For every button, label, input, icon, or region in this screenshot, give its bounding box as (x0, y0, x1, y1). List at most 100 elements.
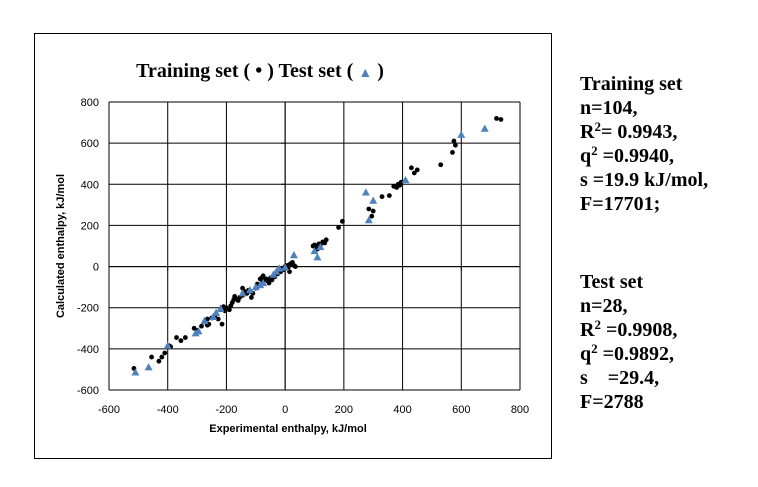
test-point (457, 130, 466, 138)
training-point (159, 354, 165, 360)
training-q2-exponent: 2 (591, 143, 598, 158)
test-point (316, 242, 325, 251)
test-point (313, 253, 322, 261)
test-point (216, 304, 225, 312)
y-tick-label: 200 (81, 220, 99, 232)
x-tick-label: 0 (282, 404, 288, 416)
y-tick-label: 0 (93, 262, 99, 274)
training-point (438, 162, 444, 168)
y-tick-label: -400 (77, 344, 99, 356)
training-point (339, 218, 345, 224)
training-point (182, 335, 188, 340)
training-point (386, 193, 392, 199)
y-tick-label: -200 (77, 303, 99, 315)
test-point (364, 216, 373, 224)
test-point (251, 282, 260, 291)
test-point (163, 341, 172, 349)
training-q2: q2 =0.9940, (580, 144, 708, 168)
training-point (411, 170, 417, 176)
test-point (361, 188, 370, 196)
x-tick-label: 600 (452, 404, 470, 416)
chart-title: Training set ( • ) Test set ( ▲ ) (35, 60, 485, 83)
training-point (259, 275, 265, 281)
test-point (259, 278, 268, 287)
x-tick-label: -600 (98, 404, 120, 416)
training-q2-symbol: q (580, 145, 592, 167)
test-point (289, 251, 298, 259)
test-point (212, 308, 221, 316)
training-set-points (131, 116, 504, 371)
chart-title-part-3: ) (372, 60, 384, 82)
training-point (370, 208, 376, 214)
training-n: n=104, (580, 97, 638, 119)
training-dot-glyph: • (255, 60, 263, 82)
test-q2-symbol: q (580, 343, 592, 365)
training-point (336, 225, 341, 230)
test-r2-value: =0.9908, (600, 319, 678, 341)
training-point (149, 354, 154, 360)
test-heading: Test set (580, 271, 644, 293)
test-point (194, 327, 203, 335)
training-q2-value: =0.9940, (597, 145, 675, 167)
test-point (131, 368, 140, 376)
training-point (369, 213, 375, 219)
training-point (156, 358, 162, 364)
training-point (293, 264, 298, 269)
training-point (498, 117, 504, 122)
y-tick-label: -600 (77, 385, 99, 397)
training-point (408, 165, 414, 171)
test-q2-exponent: 2 (591, 341, 598, 356)
test-n: n=28, (580, 295, 628, 317)
test-point (401, 175, 410, 184)
test-r2-symbol: R (580, 319, 595, 341)
training-r2-symbol: R (580, 121, 595, 143)
y-tick-label: 800 (81, 97, 99, 109)
training-point (379, 194, 385, 200)
training-point (494, 116, 499, 121)
test-stats: Test set n=28, R2 =0.9908, q2 =0.9892, s… (580, 270, 677, 414)
test-point (200, 316, 209, 325)
training-point (451, 138, 457, 144)
x-tick-label: -400 (157, 404, 179, 416)
training-point (366, 206, 372, 212)
test-r2-exponent: 2 (594, 317, 601, 332)
training-heading: Training set (580, 73, 683, 95)
training-point (240, 285, 245, 291)
y-tick-labels: -600 -400 -200 0 200 400 600 800 (77, 97, 99, 397)
training-point (178, 338, 184, 344)
training-r2-exponent: 2 (594, 119, 601, 134)
training-point (323, 237, 329, 243)
test-s: s =29.4, (580, 367, 660, 389)
x-tick-label: -200 (215, 404, 237, 416)
y-axis-label: Calculated enthalpy, kJ/mol (55, 174, 67, 318)
x-tick-label: 800 (511, 404, 529, 416)
training-point (450, 150, 455, 155)
training-point (174, 335, 179, 340)
training-point (226, 307, 232, 313)
x-axis-label: Experimental enthalpy, kJ/mol (209, 423, 367, 435)
test-point (209, 312, 218, 320)
test-point (310, 246, 319, 255)
test-point (281, 263, 290, 271)
x-tick-labels: -600 -400 -200 0 200 400 600 800 (98, 404, 529, 416)
training-point (248, 295, 254, 300)
training-stats: Training set n=104, R2= 0.9943, q2 =0.99… (580, 72, 708, 216)
chart-frame: Training set ( • ) Test set ( ▲ ) (34, 33, 552, 459)
chart-title-part-2: ) Test set ( (262, 60, 359, 82)
training-point (162, 350, 168, 356)
training-s: s =19.9 kJ/mol, (580, 169, 709, 191)
training-point (219, 321, 225, 327)
x-tick-label: 400 (393, 404, 411, 416)
axes (108, 101, 521, 391)
test-point (238, 289, 247, 297)
training-point (228, 303, 234, 309)
training-point (453, 142, 458, 148)
training-point (199, 323, 204, 329)
training-point (215, 316, 221, 322)
training-point (414, 167, 420, 173)
training-r2-value: = 0.9943, (600, 121, 678, 143)
x-tick-label: 200 (335, 404, 353, 416)
test-point (369, 196, 378, 204)
training-f: F=17701; (580, 193, 661, 215)
